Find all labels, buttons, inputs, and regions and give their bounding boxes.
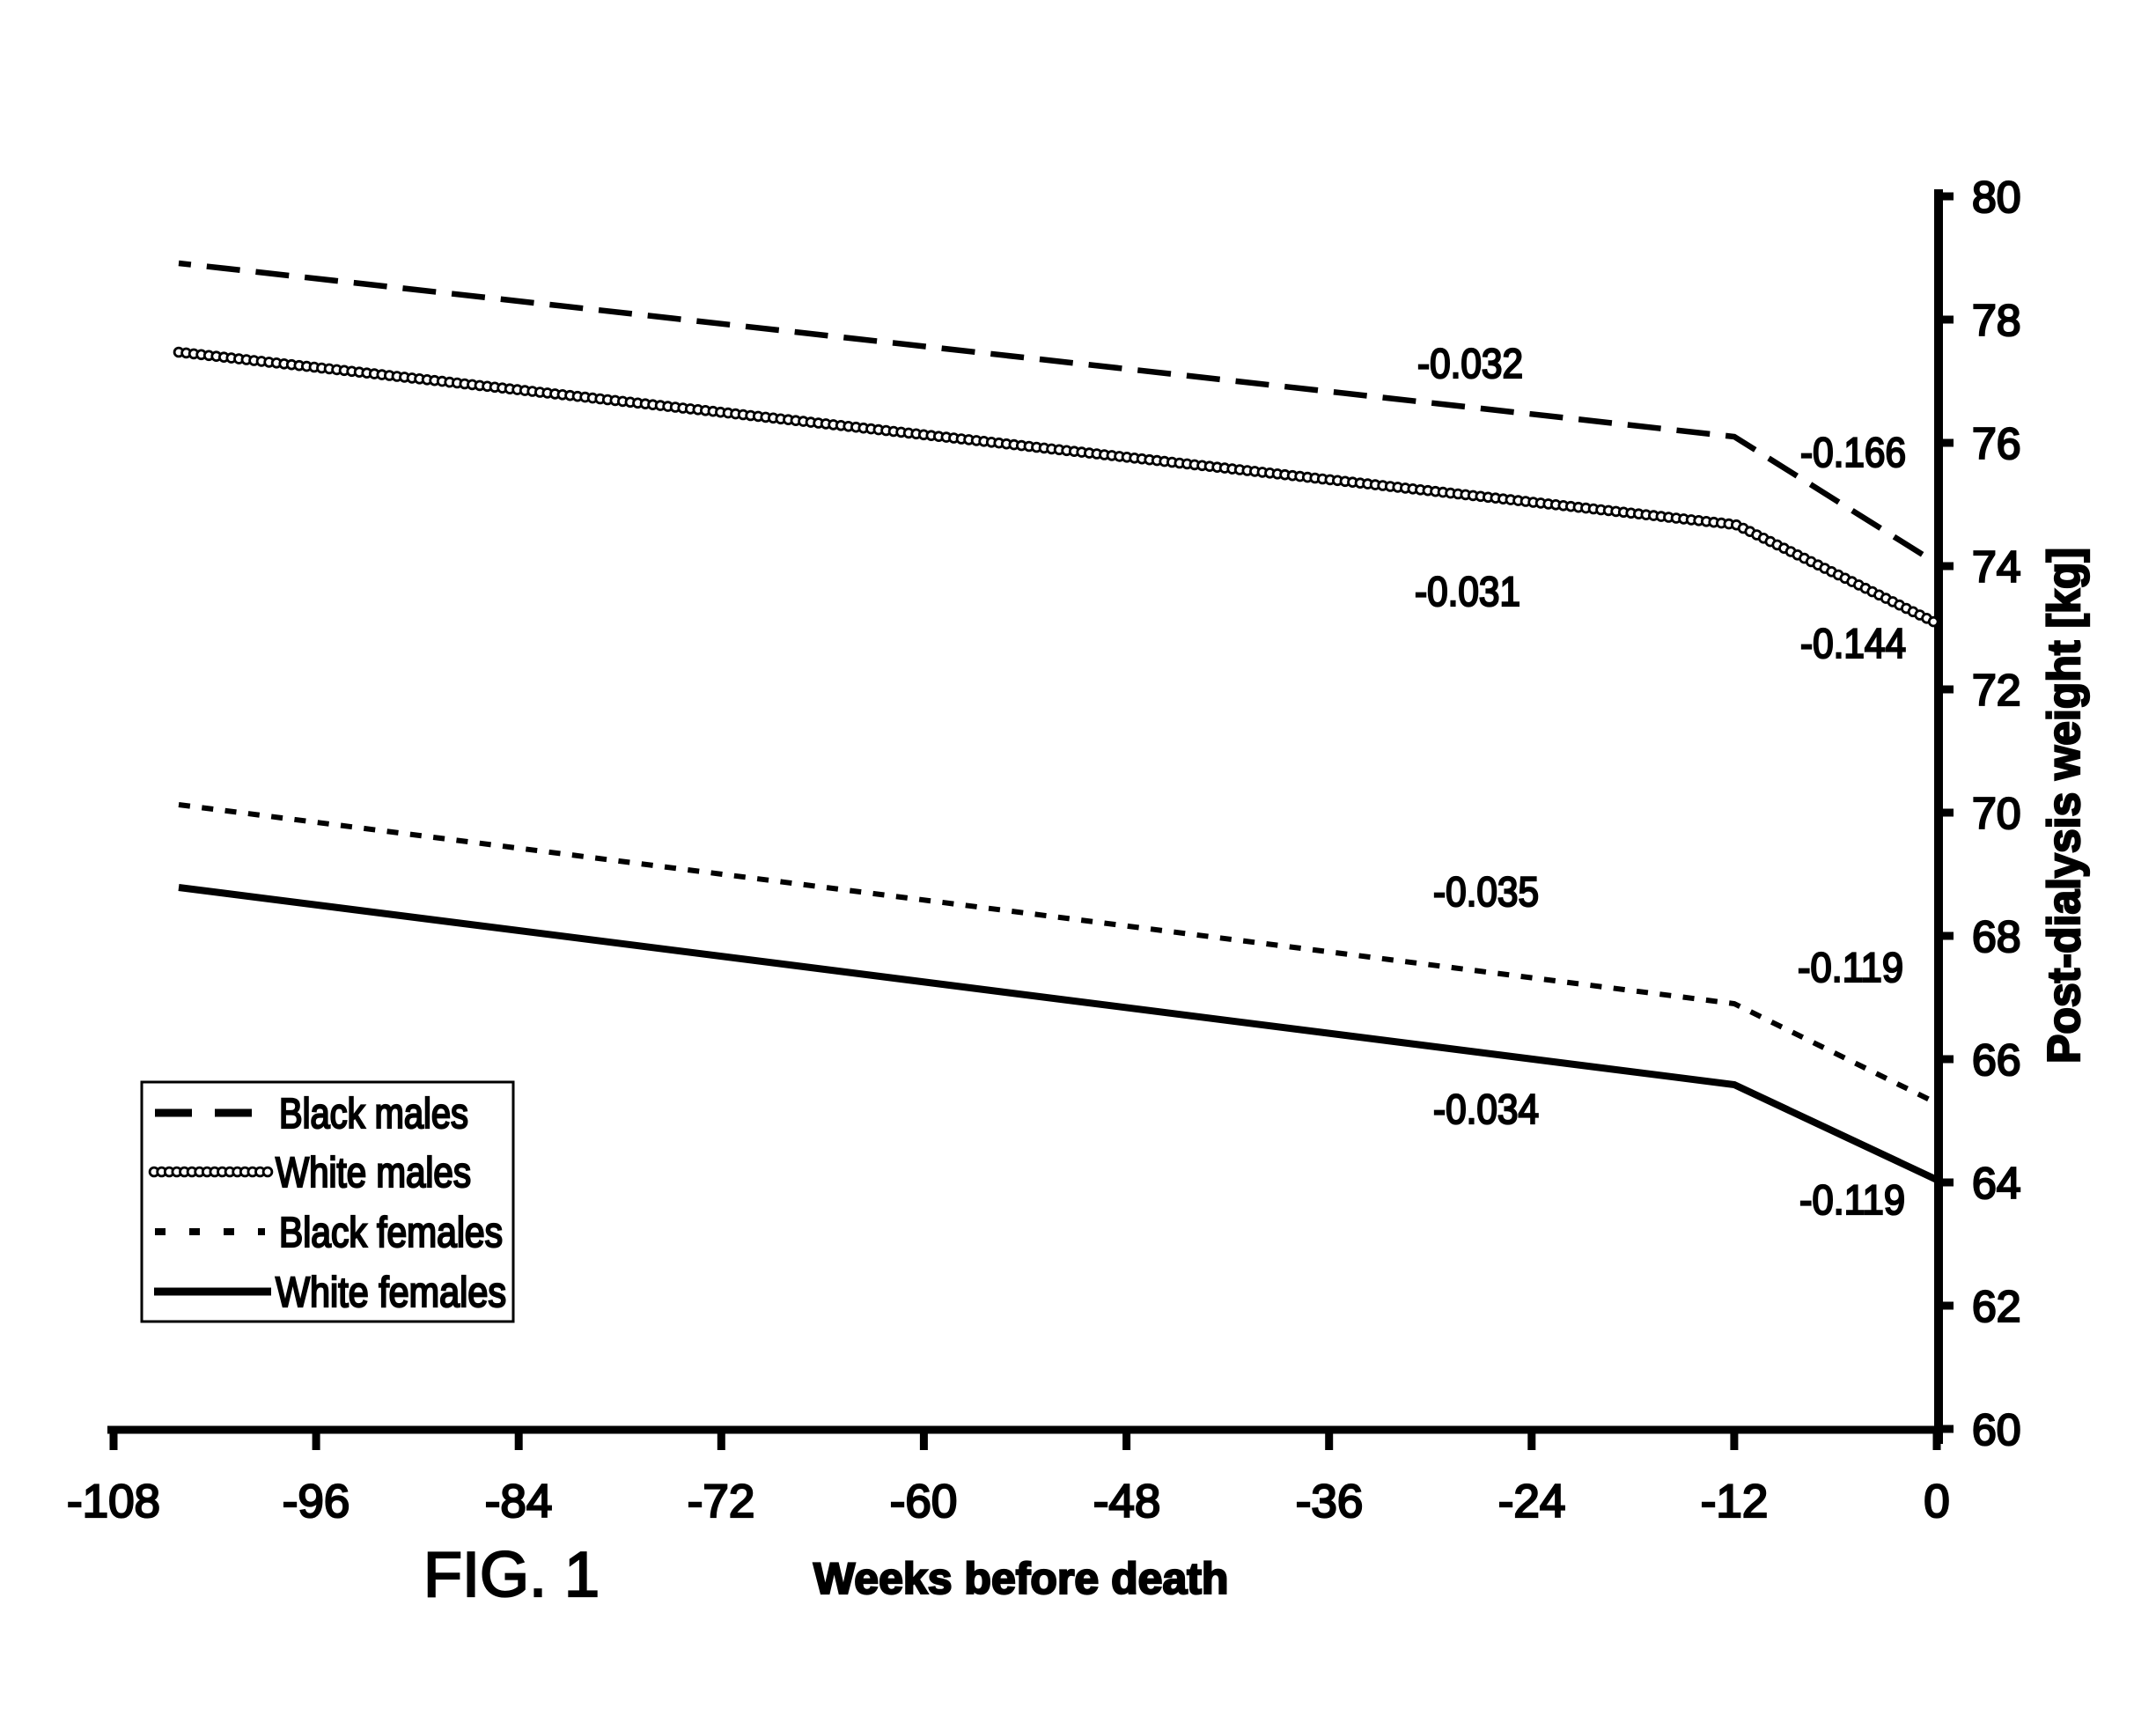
svg-text:Black males: Black males	[279, 1091, 468, 1138]
svg-text:-0.032: -0.032	[1417, 340, 1523, 387]
svg-text:78: 78	[1972, 296, 2021, 345]
svg-text:62: 62	[1972, 1282, 2021, 1331]
svg-text:-0.144: -0.144	[1800, 620, 1906, 666]
svg-text:-84: -84	[485, 1476, 553, 1528]
svg-text:72: 72	[1972, 666, 2021, 715]
svg-text:-48: -48	[1093, 1476, 1161, 1528]
svg-text:-36: -36	[1296, 1476, 1364, 1528]
svg-text:0: 0	[1924, 1476, 1949, 1528]
svg-text:-72: -72	[688, 1476, 755, 1528]
svg-text:-0.166: -0.166	[1800, 429, 1906, 475]
svg-text:64: 64	[1972, 1159, 2021, 1208]
svg-text:-0.034: -0.034	[1433, 1086, 1539, 1132]
svg-text:-108: -108	[67, 1476, 160, 1528]
svg-text:-96: -96	[283, 1476, 350, 1528]
svg-text:Black females: Black females	[279, 1210, 503, 1256]
svg-text:74: 74	[1972, 542, 2021, 592]
svg-text:-60: -60	[890, 1476, 958, 1528]
svg-text:76: 76	[1972, 419, 2021, 468]
svg-text:-0.035: -0.035	[1433, 868, 1539, 915]
svg-text:White males: White males	[276, 1150, 471, 1197]
svg-text:68: 68	[1972, 912, 2021, 961]
svg-text:-0.119: -0.119	[1798, 944, 1903, 990]
svg-text:70: 70	[1972, 789, 2021, 838]
svg-text:66: 66	[1972, 1035, 2021, 1085]
svg-text:FIG. 1: FIG. 1	[423, 1540, 600, 1610]
svg-text:White females: White females	[276, 1270, 506, 1316]
svg-text:-0.031: -0.031	[1415, 568, 1520, 615]
svg-text:-24: -24	[1498, 1476, 1566, 1528]
svg-text:-0.119: -0.119	[1799, 1176, 1905, 1223]
svg-text:-12: -12	[1701, 1476, 1769, 1528]
svg-text:60: 60	[1972, 1405, 2021, 1454]
svg-text:Post-dialysis weight [kg]: Post-dialysis weight [kg]	[2039, 548, 2090, 1064]
svg-text:80: 80	[1972, 173, 2021, 222]
svg-text:Weeks before death: Weeks before death	[813, 1554, 1228, 1603]
